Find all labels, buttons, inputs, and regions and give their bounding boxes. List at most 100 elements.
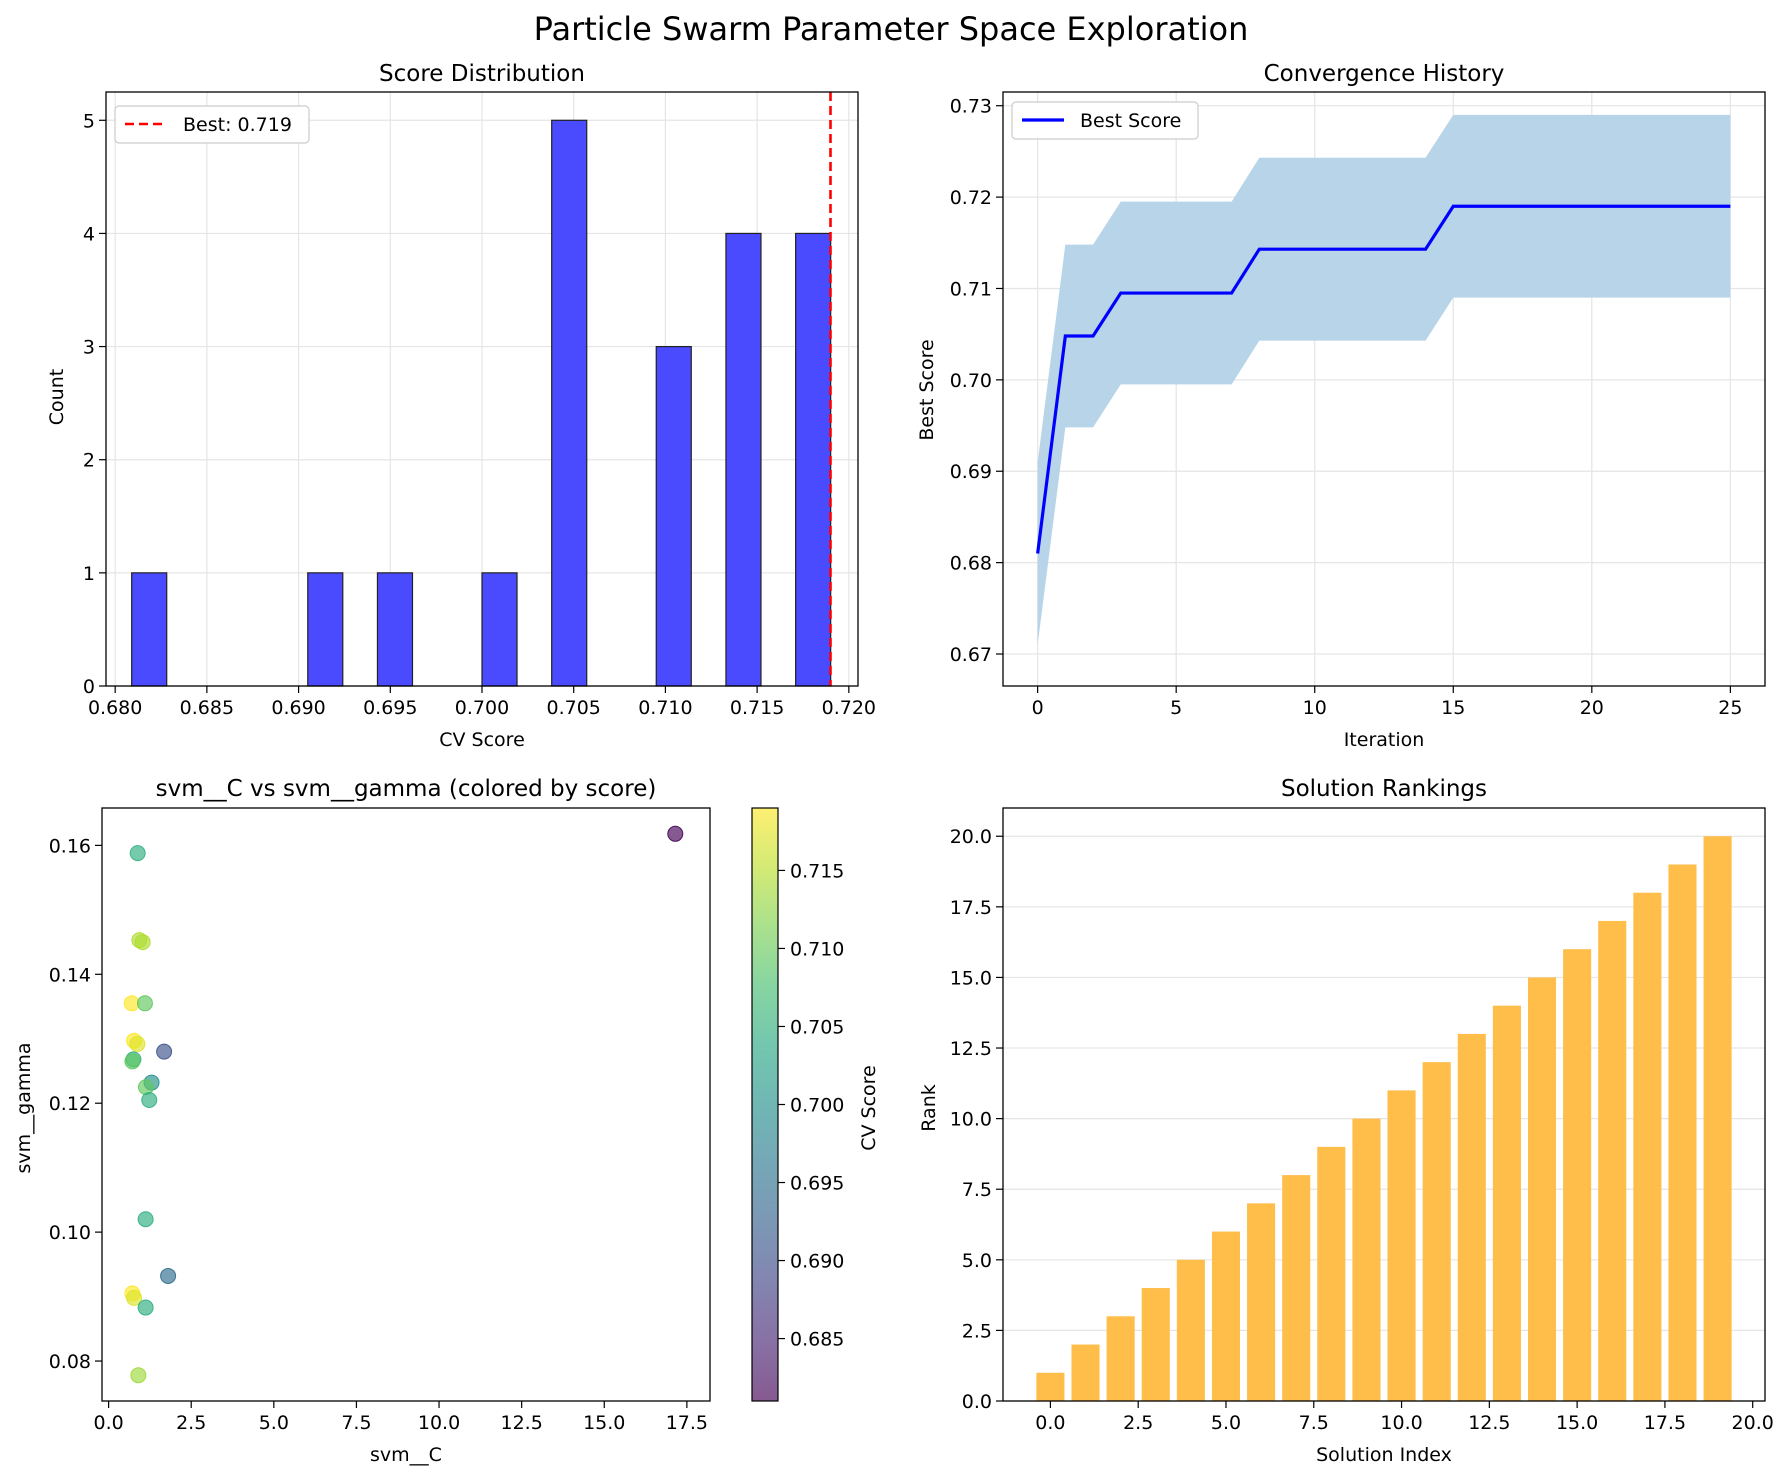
rank-bar <box>1106 1316 1135 1401</box>
colorbar-tick-label: 0.710 <box>790 938 844 960</box>
colorbar-tick-label: 0.685 <box>790 1329 844 1351</box>
param-scatter-xtick-label: 15.0 <box>583 1412 625 1434</box>
scatter-point <box>124 1053 141 1070</box>
colorbar-tick-label: 0.715 <box>790 860 844 882</box>
param-scatter-frame <box>101 807 711 1402</box>
param-scatter-xtick-label: 5.0 <box>259 1412 289 1434</box>
colorbar-label: CV Score <box>858 1065 880 1151</box>
histogram-bar <box>655 345 692 687</box>
param-scatter-ytick-label: 0.10 <box>49 1222 91 1244</box>
rank-bar <box>1527 977 1557 1401</box>
legend-box <box>1011 101 1199 140</box>
scatter-point <box>141 1091 158 1108</box>
scatter-point <box>667 825 684 842</box>
score-distribution-xlabel: CV Score <box>439 729 525 751</box>
solution-rankings-ytick-label: 0.0 <box>962 1391 992 1413</box>
convergence-history-ytick-label: 0.70 <box>950 370 992 392</box>
convergence-history-ytick-label: 0.71 <box>950 278 992 300</box>
solution-rankings-ytick-label: 10.0 <box>950 1109 992 1131</box>
solution-rankings-frame <box>1002 807 1766 1402</box>
solution-rankings-ytick-label: 7.5 <box>962 1179 992 1201</box>
solution-rankings-ytick-label: 15.0 <box>950 967 992 989</box>
param-scatter-xtick-label: 7.5 <box>341 1412 371 1434</box>
param-scatter-panel: svm__C vs svm__gamma (colored by score) … <box>13 776 880 1466</box>
solution-rankings-xtick-label: 2.5 <box>1123 1412 1153 1434</box>
score-distribution-xtick-label: 0.695 <box>363 697 417 719</box>
score-distribution-xtick-label: 0.690 <box>271 697 325 719</box>
score-distribution-xtick-label: 0.715 <box>730 697 784 719</box>
confidence-band <box>1037 114 1731 645</box>
convergence-history-plot-area <box>1036 114 1731 645</box>
scatter-point <box>136 995 153 1012</box>
score-distribution-ytick-label: 3 <box>83 337 95 359</box>
solution-rankings-ylabel: Rank <box>918 1084 940 1131</box>
param-scatter-ytick-label: 0.12 <box>49 1093 91 1115</box>
solution-rankings-ytick-label: 5.0 <box>962 1250 992 1272</box>
solution-rankings-xlabel: Solution Index <box>1316 1444 1452 1466</box>
convergence-history-ylabel: Best Score <box>916 339 938 440</box>
param-scatter-xtick-label: 0.0 <box>93 1412 123 1434</box>
score-distribution-ytick-label: 1 <box>83 563 95 585</box>
solution-rankings-ytick-label: 2.5 <box>962 1320 992 1342</box>
rank-bar <box>1703 836 1732 1401</box>
score-distribution-ytick-label: 5 <box>83 110 95 132</box>
param-scatter-xtick-label: 2.5 <box>176 1412 206 1434</box>
rank-bar <box>1387 1090 1416 1401</box>
convergence-history-ytick-label: 0.73 <box>950 96 992 118</box>
score-distribution-xtick-label: 0.680 <box>88 697 142 719</box>
score-distribution-xtick-label: 0.700 <box>455 697 509 719</box>
colorbar <box>751 807 779 1402</box>
rank-bar <box>1422 1062 1451 1401</box>
score-distribution-plot-area <box>131 92 832 687</box>
scatter-point <box>137 1299 154 1316</box>
solution-rankings-xtick-label: 17.5 <box>1644 1412 1686 1434</box>
rank-bar <box>1492 1005 1521 1401</box>
rank-bar <box>1247 1203 1276 1401</box>
score-distribution-title: Score Distribution <box>379 61 585 87</box>
score-distribution-ytick-label: 0 <box>83 676 95 698</box>
score-distribution-legend: Best: 0.719 <box>114 105 310 144</box>
colorbar-tick-label: 0.700 <box>790 1095 844 1117</box>
solution-rankings-title: Solution Rankings <box>1281 776 1487 802</box>
rank-bar <box>1457 1033 1486 1401</box>
scatter-point <box>156 1043 173 1060</box>
histogram-bar <box>551 119 588 687</box>
scatter-point <box>126 1289 143 1306</box>
convergence-history-ytick-label: 0.68 <box>950 553 992 575</box>
rank-bar <box>1282 1175 1311 1401</box>
solution-rankings-plot-area <box>1036 836 1732 1401</box>
rank-bar <box>1317 1146 1346 1401</box>
param-scatter-xlabel: svm__C <box>370 1444 442 1466</box>
param-scatter-ytick-label: 0.16 <box>49 835 91 857</box>
scatter-point <box>134 934 151 951</box>
param-scatter-xtick-label: 17.5 <box>666 1412 708 1434</box>
convergence-history-xlabel: Iteration <box>1344 729 1425 751</box>
rank-bar <box>1352 1118 1381 1401</box>
score-distribution-ytick-label: 2 <box>83 450 95 472</box>
legend-best-label: Best: 0.719 <box>183 114 292 136</box>
histogram-bar <box>725 232 762 687</box>
convergence-legend: Best Score <box>1011 101 1199 140</box>
rank-bar <box>1036 1372 1065 1401</box>
solution-rankings-xtick-label: 5.0 <box>1211 1412 1241 1434</box>
scatter-point <box>160 1267 177 1284</box>
legend-box <box>114 105 310 144</box>
solution-rankings-xtick-label: 15.0 <box>1556 1412 1598 1434</box>
rank-bar <box>1211 1231 1241 1401</box>
score-distribution-ylabel: Count <box>46 369 68 425</box>
solution-rankings-ytick-label: 12.5 <box>950 1038 992 1060</box>
param-scatter-title: svm__C vs svm__gamma (colored by score) <box>156 776 657 802</box>
rank-bar <box>1633 892 1662 1401</box>
legend-best-score-label: Best Score <box>1080 110 1181 132</box>
convergence-history-panel: Convergence History Iteration Best Score… <box>916 61 1766 751</box>
scatter-point <box>129 1035 146 1052</box>
solution-rankings-ytick-label: 20.0 <box>950 826 992 848</box>
convergence-history-xtick-label: 0 <box>1032 697 1044 719</box>
histogram-bar <box>795 232 832 687</box>
convergence-history-ytick-label: 0.67 <box>950 644 992 666</box>
score-distribution-xtick-label: 0.720 <box>822 697 876 719</box>
solution-rankings-xtick-label: 20.0 <box>1732 1412 1774 1434</box>
param-scatter-ylabel: svm__gamma <box>13 1042 35 1173</box>
score-distribution-panel: Score Distribution CV Score Count 0.680 0… <box>46 61 876 751</box>
colorbar-tick-label: 0.705 <box>790 1016 844 1038</box>
